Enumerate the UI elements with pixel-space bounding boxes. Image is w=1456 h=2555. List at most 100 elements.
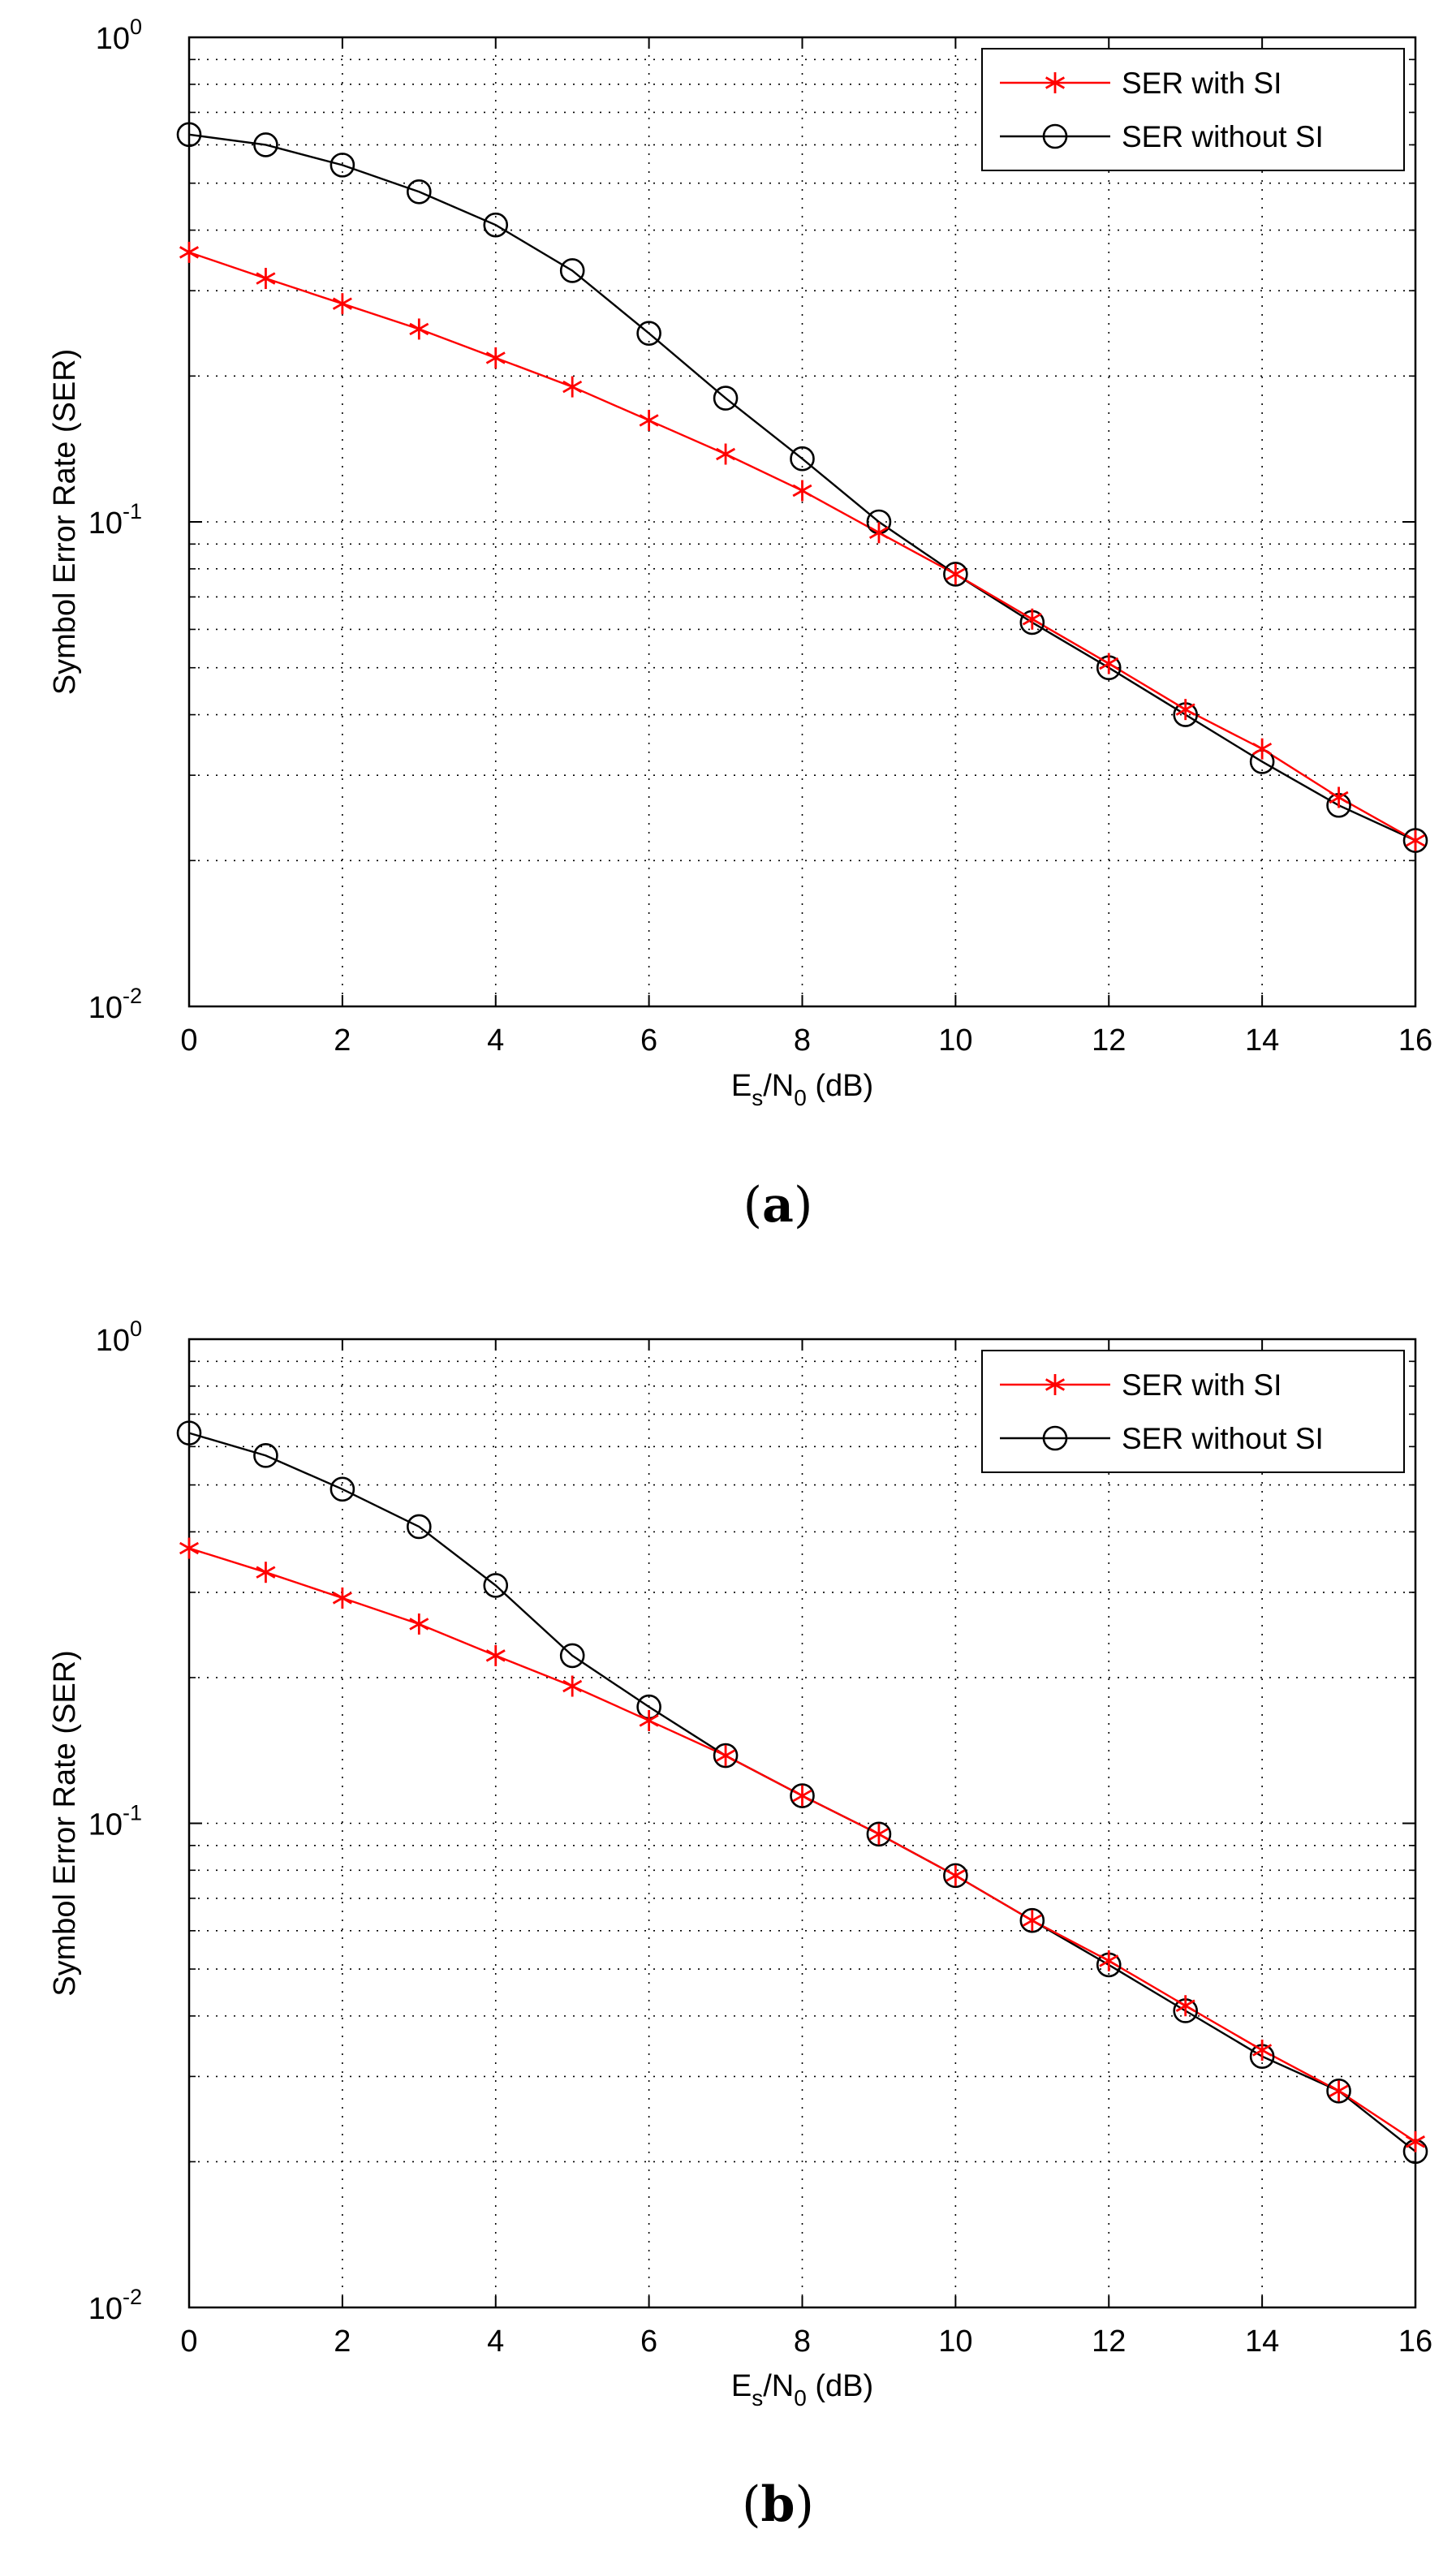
asterisk-stroke <box>1405 2135 1426 2148</box>
asterisk-stroke <box>1099 1954 1119 1967</box>
y-tick-label: 10-2 <box>88 984 142 1025</box>
asterisk-stroke <box>716 1749 736 1762</box>
data-point-circle <box>943 1863 968 1889</box>
data-point-asterisk <box>716 443 736 465</box>
asterisk-stroke <box>1329 2084 1349 2097</box>
data-point-circle <box>330 153 355 178</box>
asterisk-stroke <box>792 1789 812 1803</box>
data-point-circle <box>253 1443 278 1468</box>
x-tick-label: 6 <box>640 1023 657 1058</box>
data-point-circle <box>1042 1425 1068 1451</box>
legend: SER with SI SER without SI <box>981 48 1405 171</box>
data-point-circle <box>253 132 278 157</box>
data-point-asterisk <box>716 1745 736 1767</box>
series-markers-with-si <box>179 241 1426 851</box>
series-line-with-si <box>188 1547 1416 2143</box>
grid-lines <box>189 1339 1415 2307</box>
x-tick-label: 0 <box>180 1023 197 1058</box>
legend-entry-label: SER without SI <box>1122 120 1324 153</box>
asterisk-stroke <box>1045 76 1066 89</box>
legend-entry-label: SER with SI <box>1122 67 1282 100</box>
data-point-asterisk <box>639 409 659 431</box>
asterisk-stroke <box>256 272 276 285</box>
data-point-asterisk <box>409 1613 429 1635</box>
grid-lines <box>189 37 1415 1006</box>
y-tick-label: 10-1 <box>88 1801 142 1842</box>
asterisk-stroke <box>946 567 966 581</box>
asterisk-stroke <box>1022 1914 1042 1927</box>
data-point-asterisk <box>332 293 352 315</box>
legend-box <box>981 1350 1405 1473</box>
asterisk-stroke <box>716 447 736 461</box>
data-point-asterisk <box>1022 608 1042 630</box>
asterisk-stroke <box>179 246 200 259</box>
data-point-circle <box>713 1743 739 1769</box>
x-tick-label: 14 <box>1245 2324 1279 2359</box>
legend-entry-label: SER with SI <box>1122 1368 1282 1402</box>
asterisk-stroke <box>1175 703 1195 716</box>
data-point-asterisk <box>1175 699 1195 721</box>
data-point-circle <box>407 179 432 205</box>
x-tick-label: 8 <box>794 1023 811 1058</box>
data-point-asterisk <box>868 522 889 544</box>
asterisk-stroke <box>1022 613 1042 626</box>
data-point-circle <box>943 562 968 587</box>
asterisk-stroke <box>946 1869 966 1882</box>
data-point-asterisk <box>1329 786 1349 808</box>
data-point-asterisk <box>1045 1374 1066 1395</box>
data-point-circle <box>176 1420 202 1446</box>
data-point-asterisk <box>485 347 506 368</box>
x-tick-label: 12 <box>1092 2324 1126 2359</box>
asterisk-stroke <box>792 484 812 498</box>
asterisk-stroke <box>1175 1999 1195 2012</box>
data-point-circle <box>790 446 815 472</box>
x-tick-label: 4 <box>487 1023 504 1058</box>
data-point-circle <box>1042 123 1068 149</box>
y-tick-label: 10-1 <box>88 499 142 541</box>
asterisk-stroke <box>1252 2044 1273 2057</box>
data-point-circle <box>559 1643 585 1669</box>
data-point-circle <box>483 1573 509 1598</box>
data-point-asterisk <box>1175 1995 1195 2017</box>
asterisk-stroke <box>256 1566 276 1579</box>
x-axis-label: Es/N0 (dB) <box>731 2369 873 2411</box>
x-tick-label: 10 <box>938 2324 972 2359</box>
data-point-asterisk <box>1405 2131 1426 2152</box>
panel-label: (b) <box>742 2476 814 2533</box>
data-point-circle <box>1326 2078 1351 2104</box>
asterisk-stroke <box>868 526 889 540</box>
data-point-asterisk <box>485 1644 506 1666</box>
asterisk-stroke <box>639 1714 659 1727</box>
data-point-circle <box>790 1783 815 1808</box>
x-axis-label: Es/N0 (dB) <box>731 1069 873 1110</box>
data-point-circle <box>1402 828 1428 853</box>
data-point-asterisk <box>1252 2039 1273 2061</box>
asterisk-stroke <box>868 1828 889 1841</box>
data-point-asterisk <box>1022 1910 1042 1932</box>
data-point-asterisk <box>562 376 583 398</box>
series-line-without-si <box>188 133 1416 842</box>
data-point-circle <box>330 1476 355 1502</box>
x-tick-label: 4 <box>487 2324 504 2359</box>
x-tick-label: 2 <box>334 2324 351 2359</box>
data-point-asterisk <box>256 268 276 290</box>
x-tick-label: 14 <box>1245 1023 1279 1058</box>
data-point-circle <box>483 212 509 238</box>
data-point-circle <box>636 321 661 346</box>
data-point-asterisk <box>1099 653 1119 674</box>
data-point-asterisk <box>1405 829 1426 851</box>
data-point-circle <box>1019 1907 1045 1933</box>
asterisk-stroke <box>332 1592 352 1605</box>
data-point-asterisk <box>562 1675 583 1697</box>
chart-panel-a: 0 2 4 6 8 10 12 14 16 100 10-1 10-2 Es/N0 (dB) Symbol… <box>48 15 1432 1234</box>
data-point-circle <box>176 122 202 148</box>
asterisk-stroke <box>485 1649 506 1662</box>
asterisk-stroke <box>1045 1378 1066 1391</box>
data-point-asterisk <box>256 1562 276 1583</box>
plot-frame <box>187 1338 1417 2309</box>
data-point-circle <box>407 1514 432 1540</box>
y-tick-label: 100 <box>96 1316 142 1358</box>
legend-box <box>981 48 1405 171</box>
data-point-circle <box>866 1821 892 1847</box>
